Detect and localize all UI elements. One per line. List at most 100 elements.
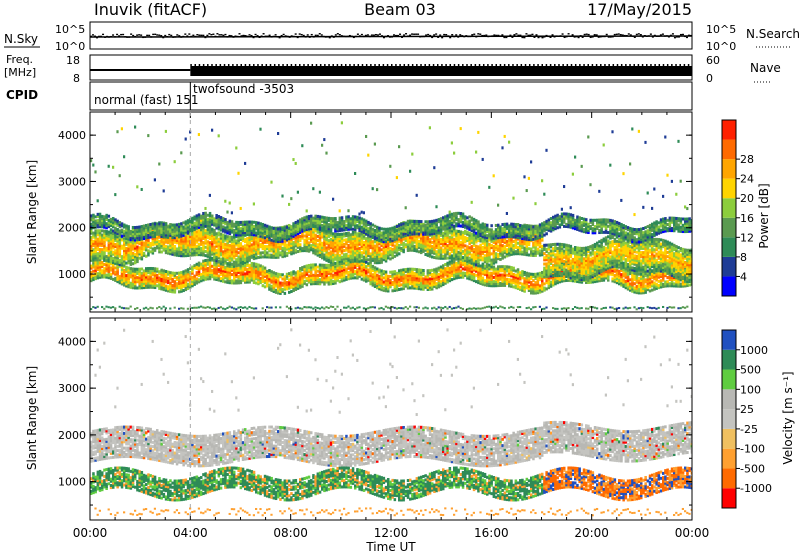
noise-point — [515, 33, 518, 35]
power-cell — [136, 241, 139, 245]
power-cell — [173, 160, 176, 164]
power-cell — [255, 246, 258, 250]
power-cell — [129, 260, 133, 264]
power-cell — [246, 276, 249, 280]
nave-point — [462, 64, 464, 66]
noise-point — [473, 33, 476, 35]
power-cell — [217, 274, 221, 278]
power-cell — [136, 260, 139, 264]
power-cell — [369, 222, 372, 226]
power-cell — [127, 270, 130, 274]
power-cell — [367, 274, 370, 278]
noise-point — [485, 34, 488, 36]
power-cell — [369, 226, 372, 230]
power-cell — [105, 265, 108, 269]
power-cell — [292, 158, 295, 162]
power-cell — [358, 272, 361, 276]
power-cell — [156, 232, 159, 236]
power-cell — [272, 285, 276, 289]
nave-point — [583, 64, 585, 66]
power-cell — [138, 256, 141, 260]
power-cell — [277, 285, 280, 289]
power-cell — [257, 249, 260, 253]
power-cell — [149, 271, 152, 275]
power-cell — [362, 259, 366, 263]
power-cell — [98, 263, 102, 267]
power-cell — [384, 305, 387, 308]
power-cell — [213, 271, 216, 275]
noise-point — [535, 34, 538, 36]
power-cell — [318, 269, 322, 273]
power-cell — [413, 280, 416, 284]
noise-point — [667, 36, 670, 38]
power-cell — [241, 257, 245, 261]
power-cell — [334, 243, 337, 247]
power-cell — [169, 250, 172, 254]
power-cell — [358, 259, 361, 263]
power-cell — [365, 273, 368, 277]
power-cell — [351, 230, 355, 234]
power-cell — [224, 269, 227, 273]
power-cell — [266, 236, 269, 240]
power-cell — [114, 222, 117, 226]
nave-point — [382, 64, 385, 66]
power-cell — [305, 242, 309, 246]
power-cell — [325, 278, 328, 282]
power-cell — [228, 274, 232, 278]
power-cell — [261, 275, 265, 279]
power-cell — [288, 251, 291, 255]
power-cell — [244, 231, 247, 235]
power-cell — [356, 234, 359, 238]
power-cell — [270, 306, 273, 309]
power-cell — [314, 237, 317, 241]
noise-point — [533, 36, 536, 38]
power-cell — [358, 266, 361, 270]
power-cell — [252, 274, 256, 278]
power-cell — [131, 286, 135, 290]
power-cell — [391, 276, 394, 280]
power-cell — [195, 232, 199, 236]
power-cell — [226, 270, 229, 274]
power-cell — [329, 258, 333, 262]
power-cell — [202, 265, 205, 269]
power-cell — [270, 280, 273, 284]
noise-point — [112, 34, 115, 36]
power-cell — [107, 253, 111, 257]
power-cell — [263, 238, 267, 242]
noise-point — [651, 36, 654, 38]
power-cell — [279, 273, 282, 277]
power-cell — [312, 232, 315, 236]
power-cell — [96, 274, 100, 278]
power-cell — [164, 240, 168, 244]
power-cell — [362, 243, 366, 247]
power-cell — [420, 272, 423, 276]
power-cell — [197, 251, 201, 255]
power-cell — [197, 230, 201, 234]
power-cell — [290, 248, 293, 252]
power-cell — [336, 241, 339, 245]
power-cell — [195, 262, 199, 266]
power-cell — [354, 232, 357, 236]
power-cell — [360, 217, 364, 221]
power-cell — [131, 282, 135, 286]
power-cell — [173, 284, 177, 288]
power-cell — [415, 247, 419, 251]
power-cell — [340, 247, 344, 251]
power-cell — [211, 256, 214, 260]
power-cell — [261, 235, 265, 239]
nave-point — [541, 64, 543, 66]
power-cell — [204, 215, 207, 219]
power-cell — [237, 225, 240, 229]
power-cell — [145, 277, 148, 281]
power-cell — [131, 225, 135, 229]
power-cell — [193, 266, 196, 270]
power-cell — [336, 251, 339, 255]
power-cell — [406, 276, 410, 280]
power-cell — [340, 236, 344, 240]
power-cell — [222, 227, 225, 231]
power-cell — [219, 236, 223, 240]
power-cell — [338, 245, 342, 249]
power-cell — [290, 275, 293, 279]
power-cell — [389, 239, 392, 243]
power-cell — [376, 275, 379, 279]
